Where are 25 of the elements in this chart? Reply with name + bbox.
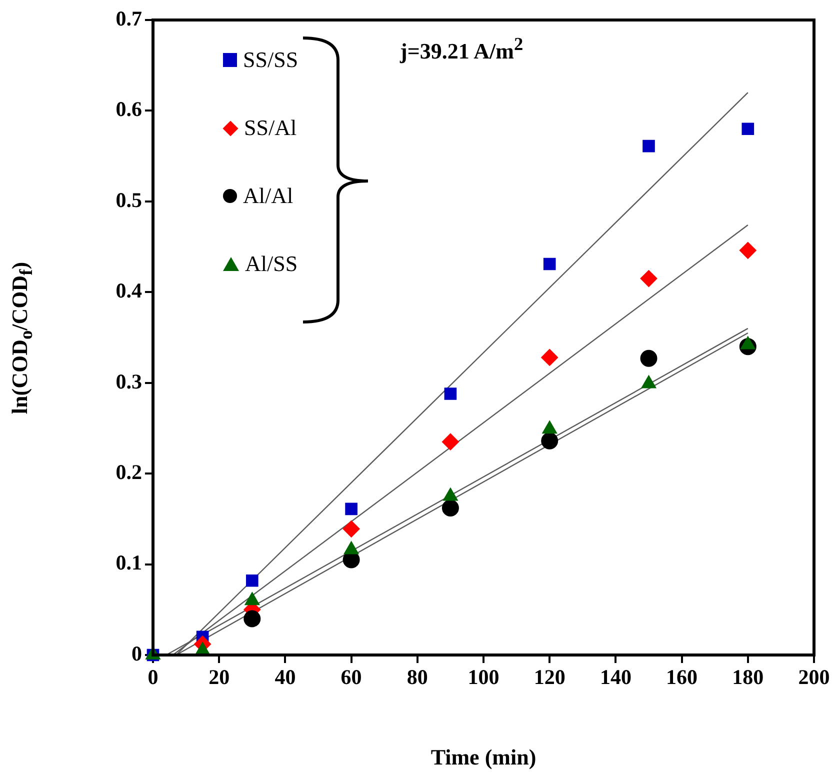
x-tick-label: 180 [732, 665, 764, 690]
legend-label: SS/Al [244, 115, 297, 141]
y-tick-label: 0.2 [116, 460, 142, 484]
legend-label: Al/Al [243, 183, 294, 209]
y-tick-label: 0.7 [116, 6, 142, 30]
x-tick-label: 20 [208, 665, 230, 690]
y-tick-label: 0.1 [116, 550, 142, 575]
x-tick-label: 160 [666, 665, 698, 690]
y-tick-label: 0.3 [116, 369, 142, 394]
x-tick-label: 80 [406, 665, 428, 690]
y-tick-label: 0.5 [116, 188, 142, 212]
x-tick-label: 60 [340, 665, 362, 690]
y-tick-label: 0.4 [116, 278, 142, 303]
y-tick-label: 0.6 [116, 97, 142, 122]
x-tick-label: 200 [798, 665, 830, 690]
y-tick-label: 0 [132, 641, 142, 666]
legend-label: Al/SS [245, 251, 298, 277]
x-tick-label: 40 [274, 665, 296, 690]
x-tick-label: 120 [534, 665, 566, 690]
legend-label: SS/SS [243, 47, 298, 73]
x-axis-title: Time (min) [430, 744, 536, 770]
annotation: j=39.21 A/m$^{2}$ [400, 34, 524, 64]
x-tick-label: 140 [600, 665, 632, 690]
x-tick-label: 0 [148, 665, 158, 690]
x-tick-label: 100 [468, 665, 500, 690]
